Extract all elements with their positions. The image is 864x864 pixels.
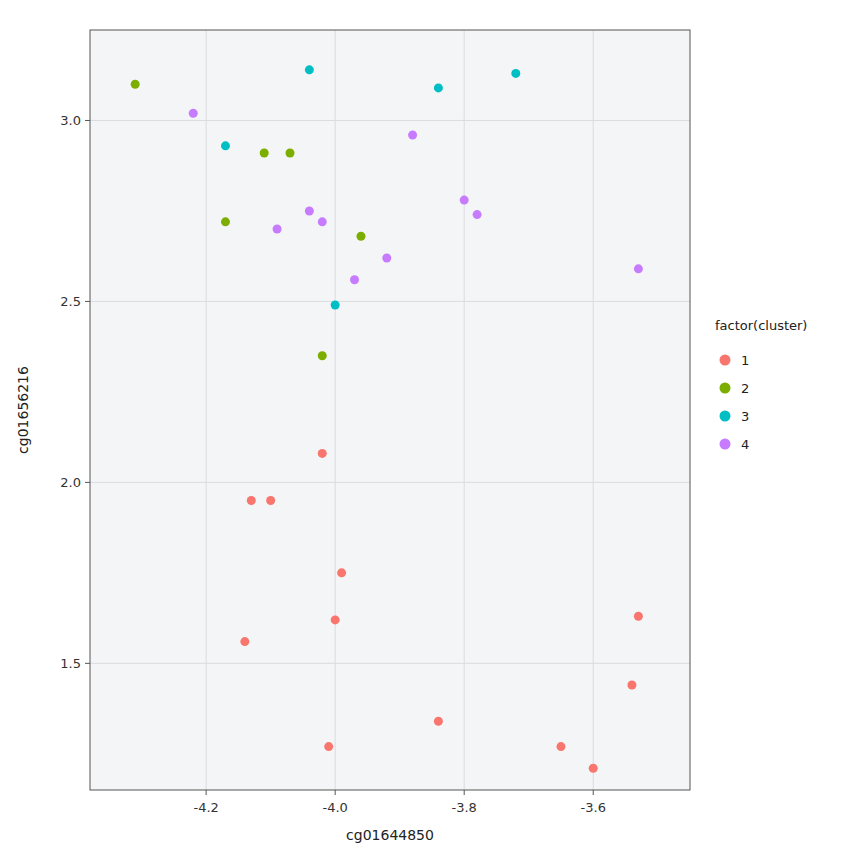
point — [189, 109, 198, 118]
point — [318, 351, 327, 360]
tick-mark — [85, 482, 90, 483]
point — [434, 717, 443, 726]
tick-label: -4.0 — [322, 800, 347, 815]
point — [589, 764, 598, 773]
grid-line — [464, 30, 465, 790]
legend-label: 3 — [741, 409, 749, 424]
grid-line — [90, 301, 690, 302]
tick-label: 2.5 — [60, 294, 81, 309]
point — [408, 130, 417, 139]
tick-label: -4.2 — [193, 800, 218, 815]
legend-title: factor(cluster) — [715, 318, 807, 333]
tick-label: 1.5 — [60, 656, 81, 671]
point — [318, 449, 327, 458]
x-axis-label: cg01644850 — [346, 827, 434, 843]
tick-label: 3.0 — [60, 113, 81, 128]
legend-label: 4 — [741, 437, 749, 452]
grid-line — [90, 482, 690, 483]
point — [331, 301, 340, 310]
tick-mark — [85, 301, 90, 302]
point — [331, 615, 340, 624]
y-axis-label: cg01656216 — [15, 366, 31, 454]
point — [356, 232, 365, 241]
point — [318, 217, 327, 226]
point — [337, 568, 346, 577]
point — [247, 496, 256, 505]
point — [273, 225, 282, 234]
point — [473, 210, 482, 219]
point — [221, 141, 230, 150]
point — [305, 65, 314, 74]
point — [511, 69, 520, 78]
legend-label: 1 — [741, 353, 749, 368]
grid-line — [90, 120, 690, 121]
point — [434, 83, 443, 92]
plot-area — [90, 30, 690, 790]
point — [240, 637, 249, 646]
point — [350, 275, 359, 284]
tick-mark — [593, 790, 594, 795]
point — [634, 612, 643, 621]
grid-line — [206, 30, 207, 790]
legend-swatch — [720, 439, 731, 450]
point — [556, 742, 565, 751]
legend-swatch — [720, 355, 731, 366]
plot-frame — [90, 30, 690, 790]
point — [627, 681, 636, 690]
points — [131, 65, 643, 772]
chart: -4.2 -4.0 -3.8 -3.6 1.5 2.0 2.5 3.0 cg01644850 cg… — [0, 0, 864, 864]
grid-line — [593, 30, 594, 790]
tick-mark — [464, 790, 465, 795]
point — [266, 496, 275, 505]
point — [131, 80, 140, 89]
tick-mark — [85, 663, 90, 664]
grid-line — [335, 30, 336, 790]
tick-mark — [206, 790, 207, 795]
point — [221, 217, 230, 226]
point — [286, 149, 295, 158]
point — [260, 149, 269, 158]
tick-label: 2.0 — [60, 475, 81, 490]
grid-line — [90, 663, 690, 664]
tick-mark — [335, 790, 336, 795]
legend-label: 2 — [741, 381, 749, 396]
point — [324, 742, 333, 751]
tick-label: -3.6 — [581, 800, 606, 815]
point — [305, 206, 314, 215]
legend-swatch — [720, 411, 731, 422]
point — [382, 254, 391, 263]
legend: factor(cluster) 1 2 3 4 — [715, 318, 807, 452]
point — [460, 196, 469, 205]
legend-swatch — [720, 383, 731, 394]
tick-label: -3.8 — [452, 800, 477, 815]
point — [634, 264, 643, 273]
tick-mark — [85, 120, 90, 121]
